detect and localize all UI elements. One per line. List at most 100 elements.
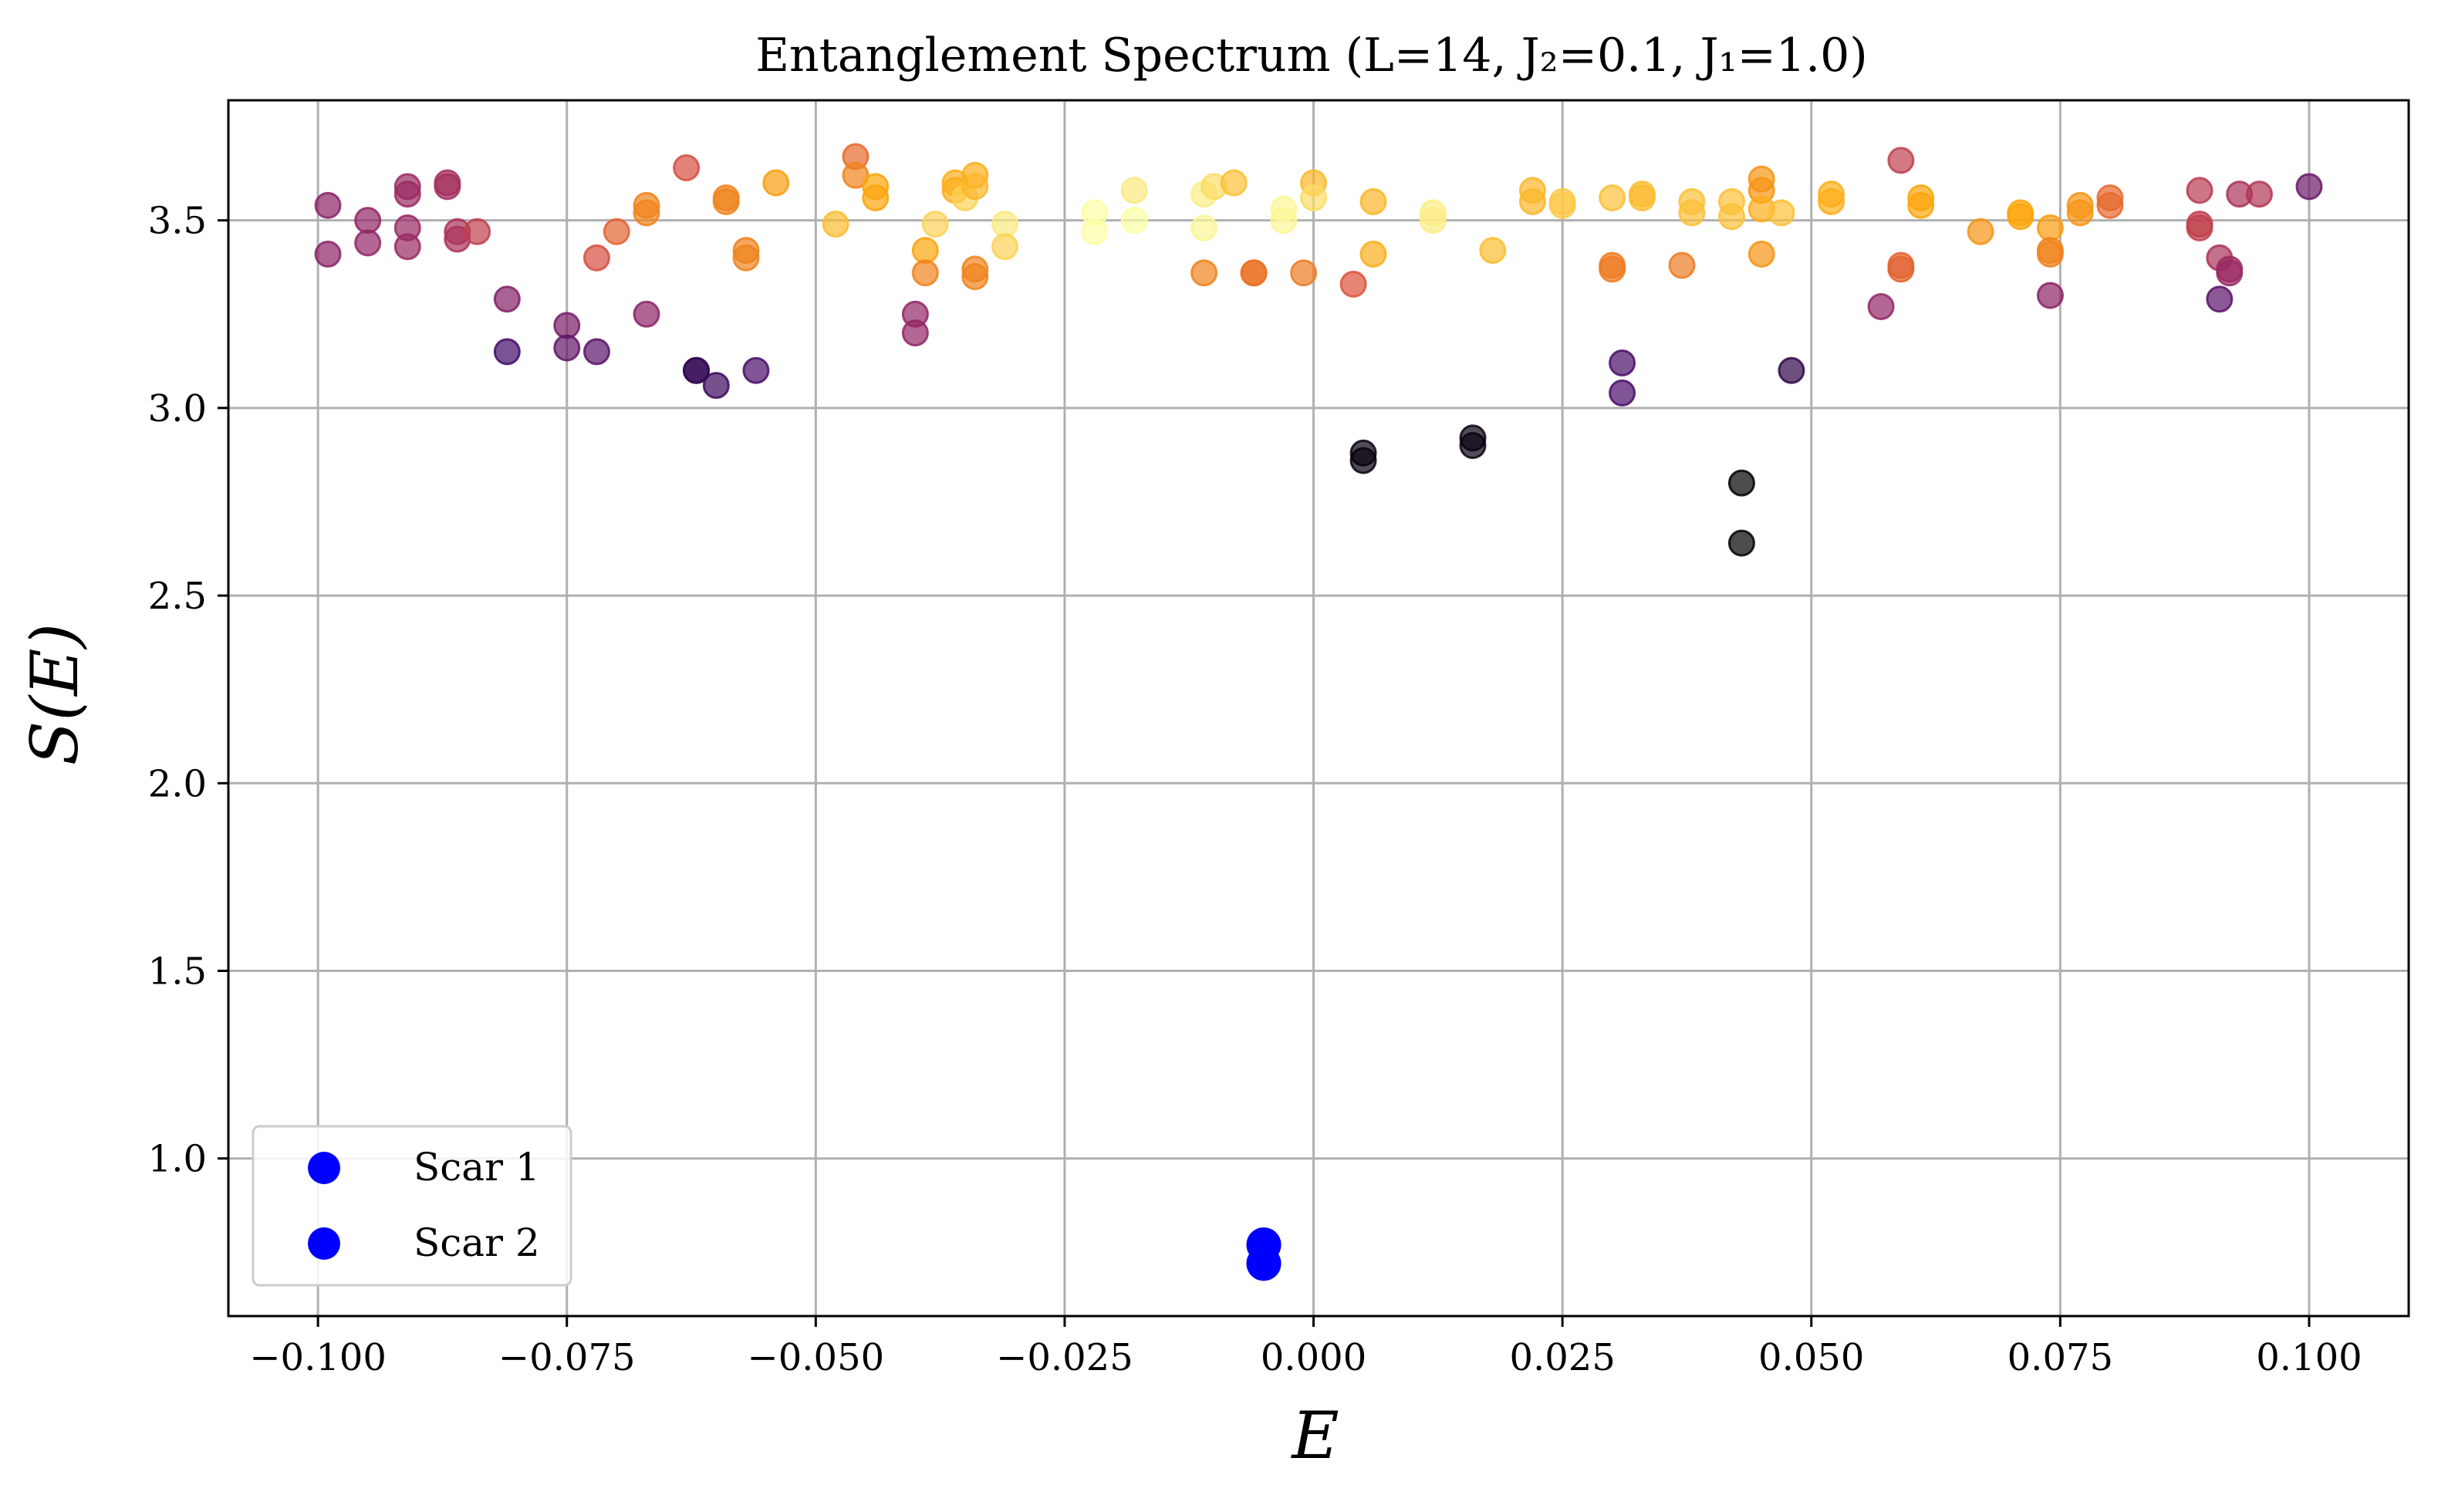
spectrum-point bbox=[921, 211, 949, 238]
spectrum-point bbox=[682, 356, 710, 384]
spectrum-point bbox=[911, 237, 939, 265]
x-tick-label: −0.100 bbox=[249, 1336, 387, 1379]
data-points bbox=[314, 143, 2323, 1281]
y-tick-label: 3.5 bbox=[148, 200, 207, 243]
legend-label-scar-2: Scar 2 bbox=[414, 1220, 540, 1265]
spectrum-point bbox=[633, 300, 660, 328]
spectrum-point bbox=[991, 233, 1019, 261]
spectrum-point bbox=[603, 218, 630, 245]
x-tick-label: −0.050 bbox=[748, 1336, 885, 1379]
x-tick-label: −0.075 bbox=[498, 1336, 636, 1379]
legend-marker-scar-2 bbox=[308, 1227, 340, 1260]
spectrum-point bbox=[862, 184, 890, 211]
x-tick-label: 0.075 bbox=[2007, 1336, 2113, 1379]
y-tick-label: 2.0 bbox=[148, 762, 207, 805]
spectrum-point bbox=[1867, 293, 1895, 321]
spectrum-point bbox=[2186, 214, 2213, 241]
y-tick-label: 2.5 bbox=[148, 575, 207, 618]
spectrum-point bbox=[911, 259, 939, 287]
spectrum-point bbox=[633, 199, 660, 227]
y-tick-label: 3.0 bbox=[148, 387, 207, 430]
spectrum-point bbox=[1678, 199, 1706, 227]
spectrum-point bbox=[2206, 285, 2234, 313]
spectrum-point bbox=[2216, 259, 2244, 287]
spectrum-point bbox=[1290, 259, 1318, 287]
axes: −0.100 −0.075 −0.050 −0.025 0.000 0.025 0.050 0… bbox=[148, 200, 2362, 1379]
spectrum-point bbox=[1339, 270, 1367, 298]
spectrum-point bbox=[991, 211, 1019, 238]
spectrum-point bbox=[712, 187, 740, 215]
spectrum-point bbox=[961, 173, 989, 201]
x-tick-label: 0.050 bbox=[1758, 1336, 1864, 1379]
spectrum-point bbox=[2036, 240, 2064, 268]
spectrum-point bbox=[2007, 203, 2034, 231]
spectrum-point bbox=[493, 338, 521, 366]
spectrum-point bbox=[1120, 207, 1148, 235]
spectrum-point bbox=[822, 211, 849, 238]
spectrum-point bbox=[1887, 147, 1915, 174]
spectrum-point bbox=[1609, 349, 1636, 376]
spectrum-point bbox=[1778, 356, 1805, 384]
spectrum-point bbox=[1599, 255, 1626, 283]
spectrum-point bbox=[1240, 259, 1268, 287]
spectrum-point bbox=[842, 161, 870, 189]
x-tick-label: 0.100 bbox=[2256, 1336, 2362, 1379]
spectrum-point bbox=[2096, 191, 2124, 219]
x-tick-label: −0.025 bbox=[996, 1336, 1133, 1379]
spectrum-point bbox=[1727, 469, 1755, 497]
spectrum-point bbox=[1359, 240, 1387, 268]
spectrum-point bbox=[1419, 207, 1447, 235]
spectrum-point bbox=[1479, 237, 1507, 265]
spectrum-point bbox=[2186, 177, 2213, 204]
spectrum-point bbox=[314, 240, 342, 268]
spectrum-point bbox=[1967, 218, 1994, 245]
spectrum-point bbox=[1081, 218, 1109, 245]
spectrum-point bbox=[1518, 187, 1546, 215]
spectrum-point bbox=[1887, 255, 1915, 283]
x-tick-label: 0.000 bbox=[1261, 1336, 1366, 1379]
spectrum-point bbox=[1818, 187, 1845, 215]
spectrum-point bbox=[1768, 199, 1795, 227]
x-axis-label: E bbox=[1290, 1398, 1339, 1473]
spectrum-point bbox=[1270, 207, 1298, 235]
spectrum-point bbox=[493, 285, 521, 313]
spectrum-point bbox=[2036, 214, 2064, 241]
spectrum-point bbox=[1727, 529, 1755, 557]
spectrum-point bbox=[961, 263, 989, 291]
spectrum-point bbox=[2295, 173, 2323, 201]
spectrum-point bbox=[1300, 184, 1328, 211]
spectrum-point bbox=[1459, 432, 1487, 460]
spectrum-point bbox=[1668, 251, 1696, 279]
spectrum-point bbox=[901, 319, 929, 347]
y-tick-label: 1.5 bbox=[148, 950, 207, 993]
spectrum-point bbox=[1120, 177, 1148, 204]
spectrum-point bbox=[2066, 199, 2094, 227]
spectrum-point bbox=[393, 233, 421, 261]
spectrum-point bbox=[553, 334, 581, 362]
spectrum-point bbox=[732, 244, 760, 272]
spectrum-point bbox=[354, 207, 382, 235]
spectrum-point bbox=[1907, 191, 1935, 219]
spectrum-point bbox=[393, 181, 421, 208]
spectrum-point bbox=[742, 356, 770, 384]
spectrum-point bbox=[1190, 259, 1218, 287]
spectrum-point bbox=[1747, 240, 1775, 268]
y-tick-label: 1.0 bbox=[148, 1138, 207, 1181]
plot-frame bbox=[227, 99, 2410, 1318]
spectrum-point bbox=[2036, 282, 2064, 309]
spectrum-point bbox=[1628, 184, 1656, 211]
spectrum-point bbox=[1718, 203, 1746, 231]
spectrum-point bbox=[553, 312, 581, 339]
spectrum-point bbox=[1609, 379, 1636, 407]
spectrum-point bbox=[673, 154, 701, 182]
spectrum-point bbox=[314, 191, 342, 219]
spectrum-point bbox=[1548, 191, 1576, 219]
x-tick-label: 0.025 bbox=[1509, 1336, 1615, 1379]
spectrum-point bbox=[354, 229, 382, 257]
spectrum-point bbox=[582, 338, 610, 366]
legend-marker-scar-1 bbox=[308, 1152, 340, 1184]
spectrum-point bbox=[1220, 169, 1248, 197]
spectrum-point bbox=[464, 218, 491, 245]
legend-label-scar-1: Scar 1 bbox=[414, 1145, 540, 1190]
